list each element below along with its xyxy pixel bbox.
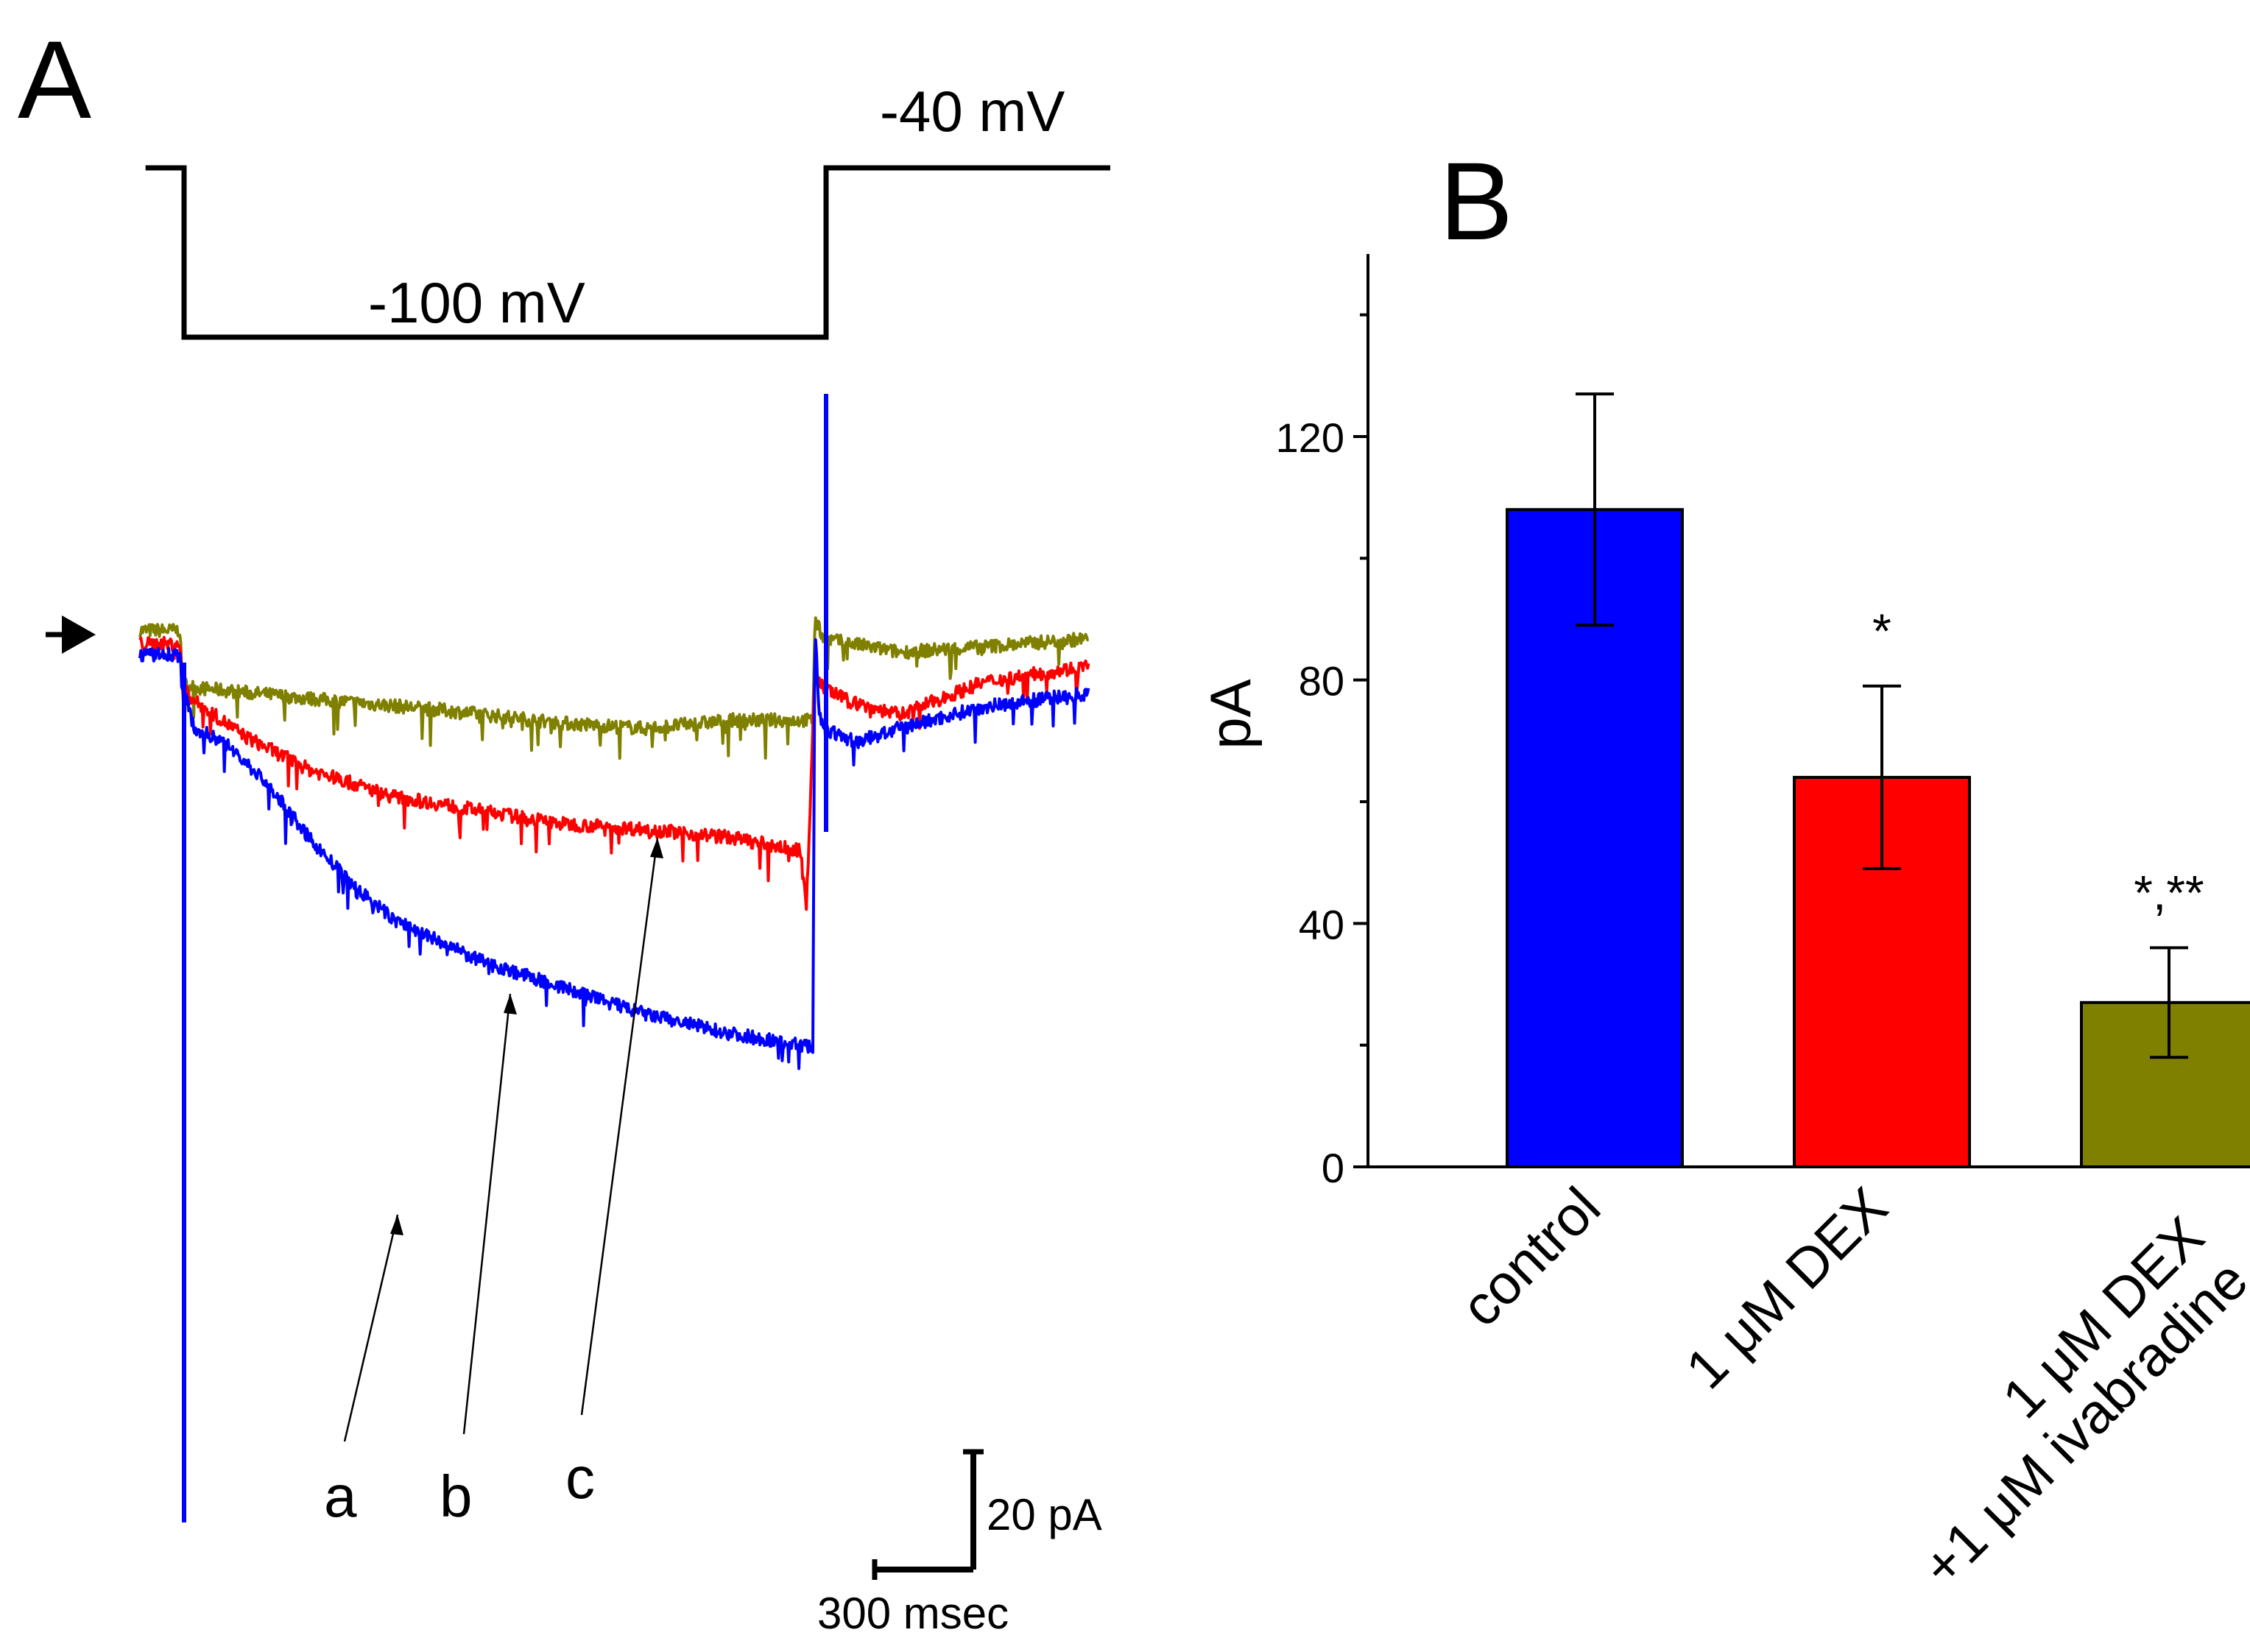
trace-a [138,638,1090,1070]
trace-b [138,635,1090,911]
voltage-protocol: -40 mV -100 mV [145,79,1110,340]
scale-bar-current-label: 20 pA [987,1490,1102,1539]
zero-current-arrow [46,615,96,654]
panel-a-label: A [18,18,91,141]
y-tick-label: 120 [1276,414,1344,461]
y-tick-label: 0 [1322,1145,1344,1191]
y-axis-label: pA [1198,679,1263,749]
category-label: 1 μM DEX+1 μM ivabradine [1866,1205,2250,1598]
panel-a: A -40 mV -100 mV a b c [18,18,1110,1638]
step-potential-label: -100 mV [368,270,585,335]
panel-b: B 0 40 80 120 control * 1 μM DEX *,** 1 μM DEX+… [1198,139,2250,1598]
panel-b-label: B [1439,139,1513,263]
protocol-step-line [145,165,1110,340]
y-tick-label: 40 [1299,901,1344,947]
significance-marker: *,** [2134,865,2204,919]
trace-label-b: b [440,1464,473,1529]
category-label: 1 μM DEX [1674,1176,1900,1401]
bar-3 [2080,1000,2250,1169]
significance-marker: * [1872,604,1891,658]
category-label: control [1450,1176,1612,1338]
arrow-b [462,993,512,1435]
scale-bar-time-label: 300 msec [817,1589,1009,1638]
arrow-a [343,1214,399,1442]
scale-bar: 20 pA 300 msec [817,1449,1102,1638]
arrow-c [580,837,659,1416]
trace-annotation-arrows [343,837,663,1442]
trace-label-a: a [324,1464,357,1529]
holding-potential-label: -40 mV [880,79,1065,144]
trace-c [138,616,1090,760]
y-tick-label: 80 [1299,658,1344,705]
current-traces [138,394,1090,1522]
trace-label-c: c [565,1445,595,1511]
bar-chart-bars: control * 1 μM DEX *,** 1 μM DEX+1 μM ivabra… [1450,392,2250,1598]
